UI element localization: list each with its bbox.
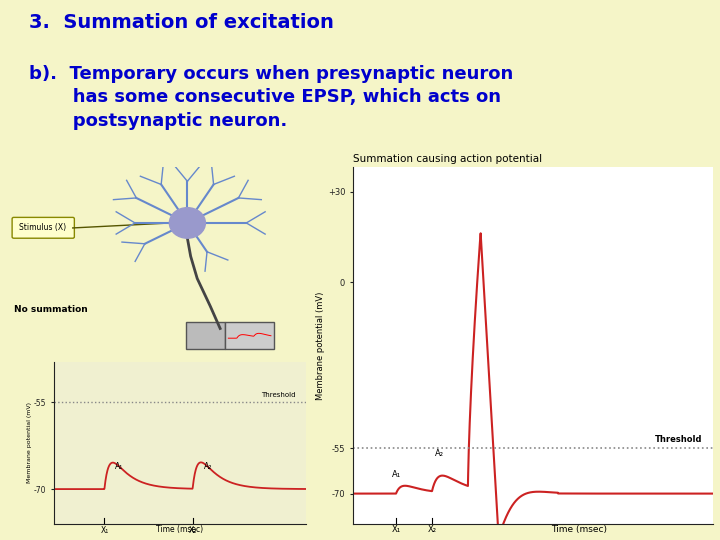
Text: A₂: A₂: [204, 462, 212, 471]
Text: X₂: X₂: [189, 525, 197, 535]
Text: b).  Temporary occurs when presynaptic neuron
       has some consecutive EPSP, : b). Temporary occurs when presynaptic ne…: [29, 65, 513, 130]
Text: Summation causing action potential: Summation causing action potential: [353, 154, 542, 164]
Text: Threshold: Threshold: [261, 392, 296, 397]
FancyBboxPatch shape: [186, 321, 225, 349]
Y-axis label: Membrane potential (mV): Membrane potential (mV): [27, 402, 32, 483]
Text: X₂: X₂: [428, 525, 436, 534]
X-axis label: Time (msec): Time (msec): [156, 525, 204, 534]
Circle shape: [169, 208, 205, 238]
Text: A₂: A₂: [435, 449, 444, 458]
Text: X₁: X₁: [392, 525, 400, 534]
Text: A₁: A₁: [392, 470, 400, 479]
Text: No summation: No summation: [14, 305, 88, 314]
Text: Stimulus (X): Stimulus (X): [19, 224, 66, 232]
FancyBboxPatch shape: [225, 321, 274, 349]
FancyBboxPatch shape: [12, 218, 74, 238]
Text: 3.  Summation of excitation: 3. Summation of excitation: [29, 13, 333, 32]
Text: A₁: A₁: [115, 462, 124, 471]
Text: Threshold: Threshold: [654, 435, 702, 444]
Text: Time (msec): Time (msec): [551, 525, 607, 534]
Text: X₁: X₁: [100, 525, 109, 535]
Y-axis label: Membrane potential (mV): Membrane potential (mV): [316, 292, 325, 400]
